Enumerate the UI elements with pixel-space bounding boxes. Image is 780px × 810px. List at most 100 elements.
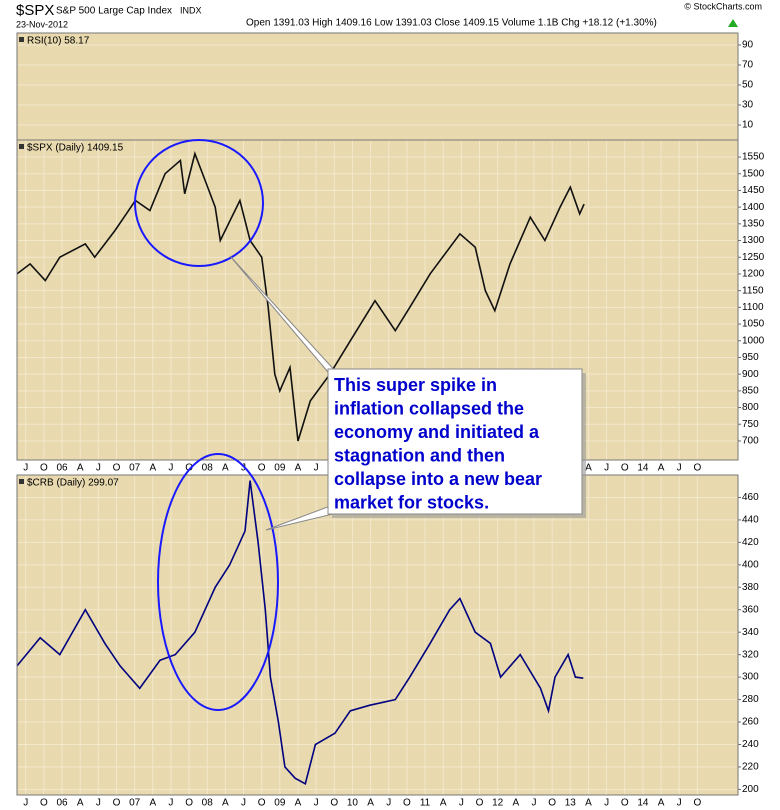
x-tick-label: A	[585, 463, 592, 474]
x-tick-label: J	[314, 798, 319, 809]
x-tick-label: J	[23, 798, 28, 809]
quote: Open 1391.03 High 1409.16 Low 1391.03 Cl…	[246, 18, 657, 29]
x-tick-label: J	[241, 463, 246, 474]
x-tick-label: O	[185, 798, 193, 809]
y-tick-label: 340	[742, 627, 759, 638]
y-tick-label: 1000	[742, 335, 765, 346]
x-tick-label: 08	[202, 798, 214, 809]
x-tick-label: 13	[565, 798, 577, 809]
highlight-circle	[157, 453, 279, 711]
y-tick-label: 750	[742, 419, 759, 430]
x-tick-label: A	[658, 463, 665, 474]
y-tick-label: 240	[742, 739, 759, 750]
y-tick-label: 320	[742, 649, 759, 660]
annotation-text: inflation collapsed the	[334, 399, 524, 419]
y-tick-label: 400	[742, 559, 759, 570]
y-tick-label: 1050	[742, 319, 765, 330]
x-tick-label: J	[531, 798, 536, 809]
x-tick-label: A	[367, 798, 374, 809]
x-tick-label: 14	[637, 463, 649, 474]
y-tick-label: 1100	[742, 302, 764, 313]
x-tick-label: O	[258, 463, 266, 474]
annotation-text: economy and initiated a	[334, 422, 540, 442]
x-tick-label: J	[604, 798, 609, 809]
credit: © StockCharts.com	[684, 1, 762, 11]
x-tick-label: J	[677, 463, 682, 474]
x-tick-label: J	[604, 463, 609, 474]
y-tick-label: 1250	[742, 252, 765, 263]
x-tick-label: 11	[420, 798, 431, 809]
exchange: INDX	[180, 5, 202, 15]
panels: 10 30 50 70 90 RSI(10) 58.17 700 750 800 850 900 95…	[16, 32, 765, 809]
annotation-text: market for stocks.	[334, 493, 489, 513]
x-tick-label: A	[149, 463, 156, 474]
y-tick-label: 30	[742, 100, 754, 111]
y-tick-label: 700	[742, 436, 759, 447]
x-tick-label: O	[40, 798, 48, 809]
annotation-text: stagnation and then	[334, 446, 505, 466]
y-tick-label: 420	[742, 537, 759, 548]
y-tick-label: 950	[742, 352, 759, 363]
x-tick-label: A	[295, 463, 302, 474]
y-tick-label: 380	[742, 582, 759, 593]
x-tick-label: J	[386, 798, 391, 809]
x-tick-label: 10	[347, 798, 359, 809]
x-tick-label: 07	[129, 463, 141, 474]
x-tick-label: A	[222, 463, 229, 474]
x-tick-label: O	[693, 798, 701, 809]
x-tick-label: J	[168, 798, 173, 809]
legend-icon	[19, 37, 24, 42]
y-tick-label: 90	[742, 40, 754, 51]
y-tick-label: 460	[742, 492, 759, 503]
x-tick-label: A	[222, 798, 229, 809]
x-tick-label: 07	[129, 798, 141, 809]
x-tick-label: O	[403, 798, 411, 809]
panel-title: $CRB (Daily) 299.07	[27, 478, 119, 489]
x-tick-label: 09	[274, 798, 286, 809]
x-tick-label: J	[241, 798, 246, 809]
y-tick-label: 1300	[742, 235, 765, 246]
x-tick-label: J	[23, 463, 28, 474]
y-tick-label: 300	[742, 672, 759, 683]
y-tick-label: 1500	[742, 168, 765, 179]
y-tick-label: 220	[742, 762, 759, 773]
x-tick-label: J	[96, 798, 101, 809]
x-tick-label: J	[677, 798, 682, 809]
x-tick-label: A	[77, 463, 84, 474]
panel	[16, 474, 739, 796]
x-tick-label: 06	[56, 463, 68, 474]
x-tick-label: 14	[637, 798, 649, 809]
callout-box	[327, 368, 583, 515]
y-tick-label: 900	[742, 369, 759, 380]
panel	[16, 32, 739, 141]
legend-icon	[19, 479, 24, 484]
up-arrow	[728, 19, 738, 27]
y-tick-label: 360	[742, 604, 759, 615]
x-tick-label: 06	[56, 798, 68, 809]
y-tick-label: 200	[742, 784, 759, 795]
x-tick-label: O	[693, 463, 701, 474]
x-tick-label: O	[258, 798, 266, 809]
x-tick-label: A	[440, 798, 447, 809]
panel-title: RSI(10) 58.17	[27, 36, 90, 47]
date: 23-Nov-2012	[16, 19, 68, 29]
price-line	[16, 151, 585, 442]
annotations: This super spike in inflation collapsed t…	[134, 139, 586, 711]
y-tick-label: 1150	[742, 285, 764, 296]
symbol: $SPX	[16, 2, 54, 19]
y-tick-label: 260	[742, 717, 759, 728]
x-tick-label: J	[168, 463, 173, 474]
x-tick-label: A	[585, 798, 592, 809]
x-tick-label: O	[185, 463, 193, 474]
x-tick-label: 08	[202, 463, 214, 474]
index-name: S&P 500 Large Cap Index	[56, 6, 172, 17]
x-tick-label: J	[96, 463, 101, 474]
y-tick-label: 1550	[742, 152, 765, 163]
y-tick-label: 10	[742, 120, 754, 131]
x-tick-label: J	[459, 798, 464, 809]
y-tick-label: 70	[742, 60, 754, 71]
y-tick-label: 1450	[742, 185, 765, 196]
x-tick-label: O	[113, 463, 121, 474]
y-tick-label: 1350	[742, 218, 765, 229]
